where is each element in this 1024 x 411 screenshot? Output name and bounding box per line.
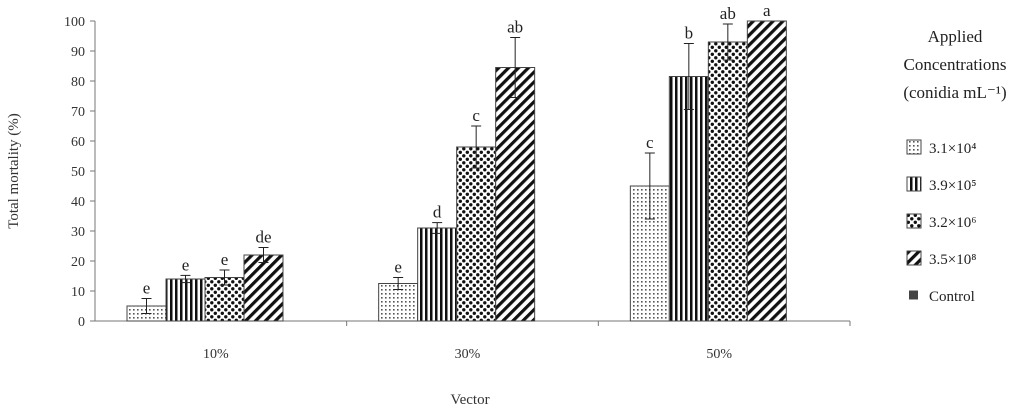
bar-series: e e e de e d c ab c b ab a	[126, 1, 787, 322]
y-tick-label: 100	[64, 15, 85, 30]
significance-letter: e	[394, 258, 402, 277]
significance-letter: e	[221, 250, 229, 269]
legend-swatch	[906, 139, 922, 155]
y-tick-label: 70	[71, 105, 85, 120]
legend-label: 3.2×10⁶	[929, 215, 976, 231]
y-axis: 0 10 20 30 40 50 60 70 80 90 100 Total mortality (…	[6, 15, 96, 330]
y-tick-label: 10	[71, 285, 85, 300]
bar	[707, 41, 748, 322]
y-tick-label: 30	[71, 225, 85, 240]
x-tick-label: 30%	[455, 347, 481, 362]
significance-letter: e	[143, 279, 151, 298]
y-tick-label: 40	[71, 195, 85, 210]
legend-title-line-3: (conidia mL⁻¹)	[903, 83, 1006, 102]
significance-letter: de	[255, 228, 271, 247]
legend-swatch	[906, 213, 922, 229]
significance-letter: a	[763, 1, 771, 20]
legend: Applied Concentrations (conidia mL⁻¹) 3.…	[903, 27, 1006, 305]
x-ticks: 10% 30% 50%	[203, 321, 851, 362]
y-tick-label: 20	[71, 255, 85, 270]
x-axis: 10% 30% 50% Vector	[95, 320, 851, 408]
bar	[165, 278, 206, 322]
legend-label: 3.5×10⁸	[929, 252, 976, 268]
y-ticks: 0 10 20 30 40 50 60 70 80 90 100	[64, 15, 95, 330]
legend-title-line-1: Applied	[928, 27, 983, 46]
legend-label: 3.1×10⁴	[929, 141, 976, 157]
significance-letter: b	[685, 24, 694, 43]
legend-swatch	[909, 290, 918, 300]
legend-title-line-2: Concentrations	[904, 55, 1007, 74]
y-tick-label: 60	[71, 135, 85, 150]
bar	[746, 20, 787, 322]
x-tick-label: 50%	[706, 347, 732, 362]
y-tick-label: 50	[71, 165, 85, 180]
bar	[456, 146, 497, 322]
legend-swatch	[906, 176, 922, 192]
legend-label: Control	[929, 289, 975, 305]
x-tick-label: 10%	[203, 347, 229, 362]
x-axis-title: Vector	[450, 392, 489, 408]
y-tick-label: 0	[78, 315, 85, 330]
legend-items: 3.1×10⁴ 3.9×10⁵ 3.2×10⁶ 3.5×10⁸ Control	[906, 139, 976, 305]
bar	[668, 76, 709, 322]
y-axis-title: Total mortality (%)	[6, 113, 22, 229]
legend-label: 3.9×10⁵	[929, 178, 976, 194]
bar	[495, 67, 536, 322]
significance-letter: ab	[720, 4, 736, 23]
y-tick-label: 90	[71, 45, 85, 60]
legend-swatch	[906, 250, 922, 266]
significance-letter: c	[646, 133, 654, 152]
significance-letter: e	[182, 255, 190, 274]
significance-letter: ab	[507, 18, 523, 37]
significance-letter: c	[472, 106, 480, 125]
bar	[417, 227, 458, 322]
significance-letter: d	[433, 203, 442, 222]
y-tick-label: 80	[71, 75, 85, 90]
bar	[243, 254, 284, 322]
